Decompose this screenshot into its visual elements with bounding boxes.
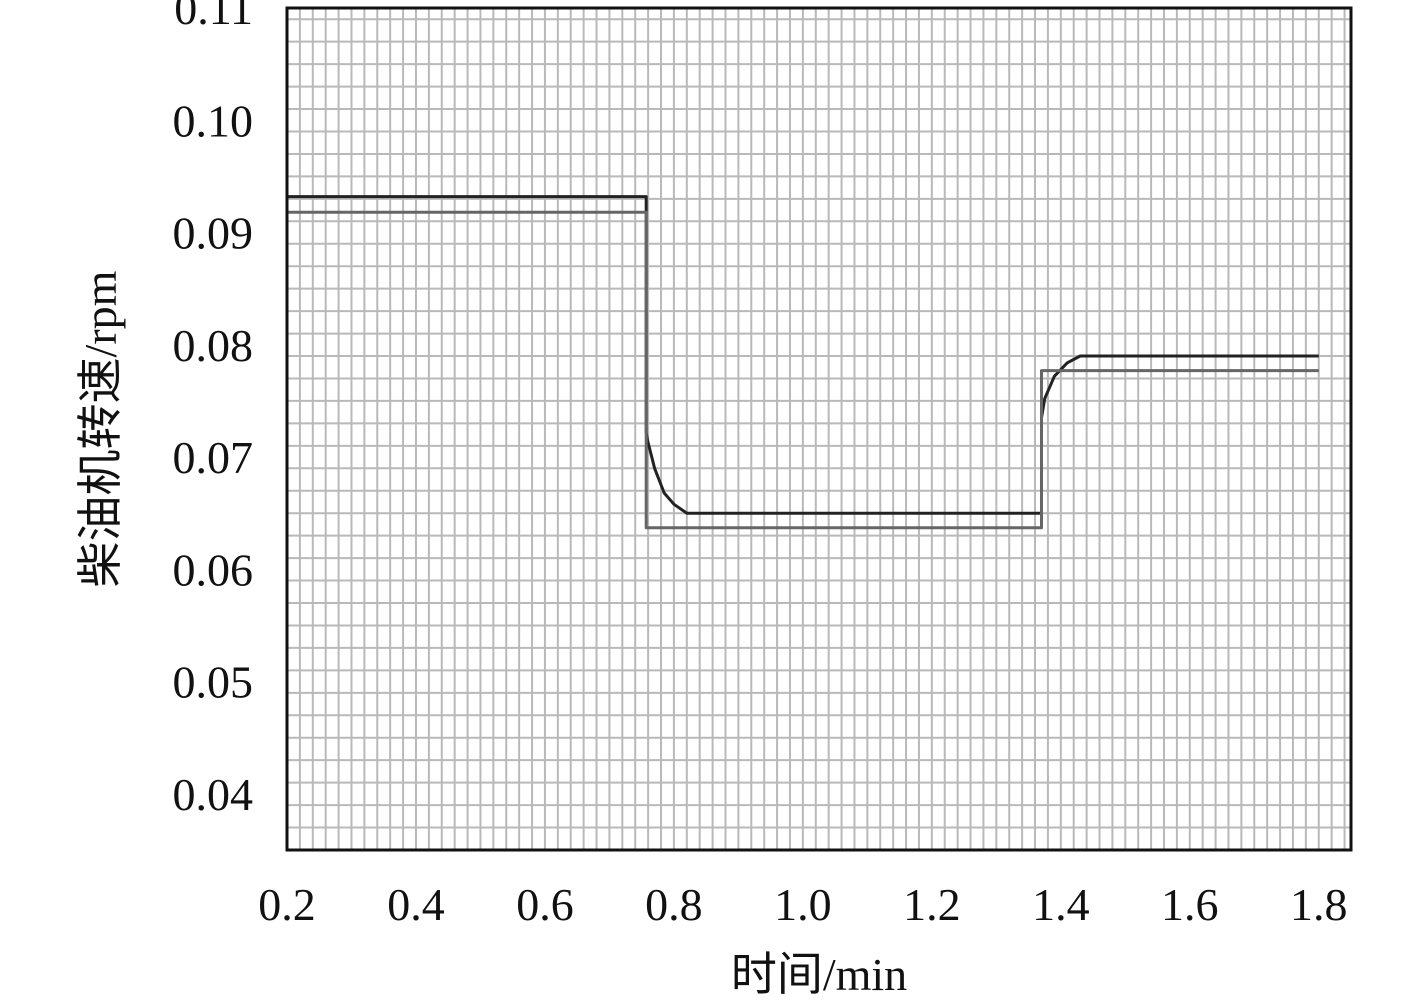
y-tick-label: 0.05 bbox=[173, 657, 254, 708]
y-tick-label: 0.08 bbox=[173, 320, 254, 371]
y-tick-label: 0.10 bbox=[173, 95, 254, 146]
series-layer bbox=[287, 195, 1319, 530]
x-tick-label: 1.2 bbox=[903, 879, 961, 930]
x-tick-label: 0.6 bbox=[516, 879, 574, 930]
plot-background bbox=[287, 8, 1351, 850]
y-tick-label: 0.09 bbox=[173, 208, 254, 259]
grid bbox=[287, 8, 1351, 850]
x-tick-label: 1.4 bbox=[1032, 879, 1090, 930]
y-tick-label: 0.07 bbox=[173, 432, 254, 483]
y-tick-label: 0.11 bbox=[174, 0, 253, 34]
x-tick-label: 1.6 bbox=[1161, 879, 1219, 930]
plot-frame bbox=[285, 6, 1353, 852]
y-axis-label: 柴油机转速/rpm bbox=[75, 270, 126, 587]
x-tick-label: 1.0 bbox=[774, 879, 832, 930]
y-tick-labels: 0.11 0.10 0.09 0.08 0.07 0.06 0.05 0.04 bbox=[173, 0, 254, 820]
y-tick-label: 0.04 bbox=[173, 769, 254, 820]
x-tick-labels: 0.2 0.4 0.6 0.8 1.0 1.2 1.4 1.6 1.8 bbox=[258, 879, 1347, 930]
x-axis-label: 时间/min bbox=[731, 949, 907, 1000]
x-tick-label: 0.4 bbox=[387, 879, 445, 930]
y-tick-label: 0.06 bbox=[173, 544, 254, 595]
series-line-2 bbox=[287, 210, 1319, 530]
x-tick-label: 1.8 bbox=[1290, 879, 1348, 930]
x-tick-label: 0.8 bbox=[645, 879, 703, 930]
x-tick-label: 0.2 bbox=[258, 879, 316, 930]
